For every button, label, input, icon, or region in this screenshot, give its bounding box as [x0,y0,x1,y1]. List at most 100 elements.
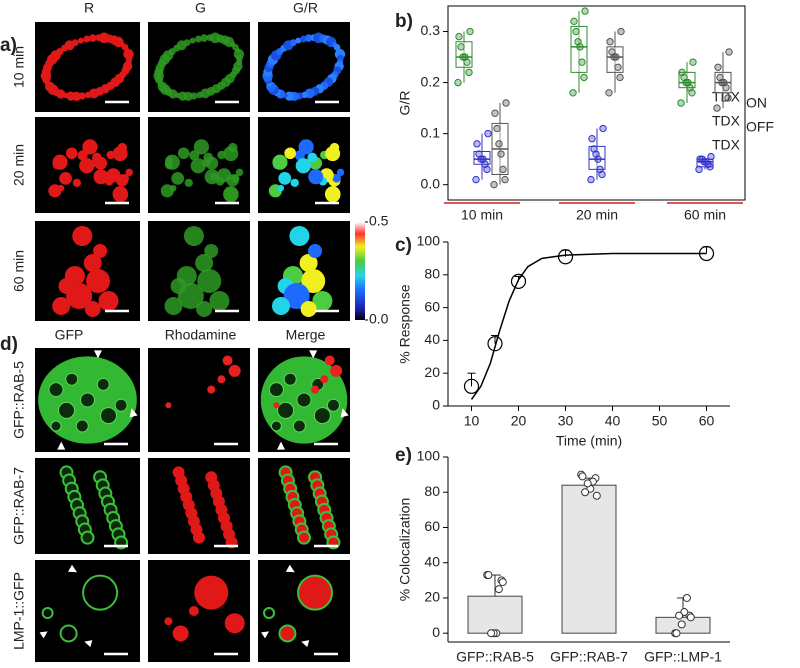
y-tick-label: 60 [424,298,440,314]
blob [93,169,109,185]
data-point [459,53,467,61]
legend-label: TDX [712,113,741,129]
arrowhead [277,441,285,450]
arrowhead [301,640,310,648]
data-point [455,32,463,41]
data-point [682,593,691,602]
arrowhead [68,564,77,573]
data-point [592,491,601,500]
x-tick-label: 30 [558,413,574,429]
blob [177,283,204,309]
legend-subscript: ON [746,95,767,111]
blob [197,269,222,293]
ring [278,624,297,643]
vesicle [164,617,173,626]
blob [284,147,296,160]
blob [112,146,128,162]
blob [203,152,214,163]
data-point [487,336,503,352]
x-tick-label: 10 min [461,207,503,223]
data-point [583,479,592,488]
data-point [494,585,503,594]
colorbar-tick-label: 0.5 [369,213,389,229]
arrowhead [309,350,318,359]
blob [325,146,341,162]
legend-label: TDX [712,137,741,153]
blob [88,34,97,42]
data-point [490,180,498,189]
blob [65,147,78,160]
row-label: GFP::RAB-7 [11,467,27,545]
y-tick-label: 100 [417,448,441,464]
y-axis-label: % Response [397,284,413,364]
data-point [473,140,481,148]
blob [277,184,285,192]
blob [298,139,314,155]
y-tick-label: 20 [424,589,440,605]
vesicle [188,606,199,616]
box [455,41,473,68]
blob [272,154,288,170]
ring [59,624,78,643]
blob [301,91,308,99]
data-point [472,175,480,184]
y-tick-label: 100 [417,233,441,249]
data-point [689,58,697,66]
blob [209,291,230,311]
box [606,46,624,73]
data-point [608,48,616,56]
data-point [588,135,596,143]
blob [79,158,95,174]
box [570,25,588,73]
blob [295,158,311,174]
x-tick-label: GFP::RAB-7 [550,649,628,665]
blob [230,174,240,183]
blob [89,88,100,99]
row-label: 10 min [11,46,27,88]
data-point [574,38,582,46]
data-point [724,94,732,102]
vesicle [75,419,89,433]
vesicle [228,364,241,377]
blob [232,43,239,51]
data-point [686,613,695,622]
blob [332,174,341,183]
vesicle [193,531,205,544]
micrograph [148,348,250,452]
vesicle [207,385,216,394]
data-point [484,571,493,580]
data-point [569,89,577,97]
row-label: 20 min [11,144,27,186]
panel-label: b) [395,11,413,32]
blob [301,269,326,293]
vesicle [283,372,297,386]
data-point [696,155,704,163]
blob [223,186,239,202]
arrowhead [129,408,138,418]
data-point [707,152,715,161]
ring [82,574,119,611]
blob [72,226,93,246]
data-point [713,104,721,112]
y-axis-label: G/R [397,91,413,116]
x-tick-label: 50 [652,413,668,429]
blob [171,171,185,185]
arrowhead [39,631,48,639]
data-point [720,78,728,87]
blob [57,184,65,192]
data-point [557,249,574,265]
vesicle [58,401,75,419]
data-point [493,124,501,133]
data-point [463,378,480,394]
x-axis-label: Time (min) [556,433,622,449]
y-tick-label: 80 [424,483,440,499]
data-point [725,48,733,56]
vesicle [96,377,110,391]
colorbar-tick-label: 0.0 [369,311,389,327]
x-tick-label: 40 [605,413,621,429]
blob [177,147,190,160]
blob [194,35,202,43]
blob [84,301,101,317]
data-point [495,140,503,148]
